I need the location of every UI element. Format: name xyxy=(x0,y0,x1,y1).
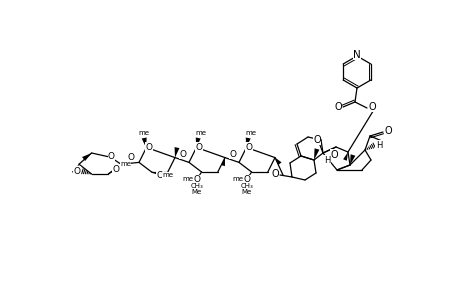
Text: me: me xyxy=(182,176,193,182)
Polygon shape xyxy=(82,153,91,161)
Text: me: me xyxy=(232,176,242,182)
Polygon shape xyxy=(313,148,319,160)
Text: O: O xyxy=(108,152,115,161)
Text: O: O xyxy=(367,102,375,112)
Text: O: O xyxy=(242,176,250,184)
Text: me: me xyxy=(245,130,256,136)
Text: me: me xyxy=(139,130,149,136)
Polygon shape xyxy=(72,164,79,174)
Text: CH₃: CH₃ xyxy=(190,183,202,189)
Text: O: O xyxy=(127,153,134,162)
Text: O: O xyxy=(145,142,152,152)
Text: O: O xyxy=(193,176,200,184)
Text: me: me xyxy=(195,130,206,136)
Polygon shape xyxy=(196,137,200,148)
Text: H: H xyxy=(375,140,381,149)
Text: O: O xyxy=(112,164,120,173)
Text: O: O xyxy=(333,102,341,112)
Text: O: O xyxy=(179,149,186,158)
Text: O: O xyxy=(73,167,80,176)
Text: N: N xyxy=(353,50,360,59)
Text: O: O xyxy=(229,149,236,158)
Polygon shape xyxy=(221,158,224,166)
Polygon shape xyxy=(141,137,146,148)
Text: H: H xyxy=(323,155,330,164)
Text: Me: Me xyxy=(241,189,251,195)
Polygon shape xyxy=(349,154,355,165)
Text: O: O xyxy=(313,134,320,145)
Text: me: me xyxy=(162,172,173,178)
Text: me: me xyxy=(120,161,131,167)
Polygon shape xyxy=(274,158,281,165)
Text: O: O xyxy=(156,170,163,179)
Polygon shape xyxy=(245,137,250,148)
Text: O: O xyxy=(330,149,337,160)
Text: O: O xyxy=(245,142,252,152)
Polygon shape xyxy=(342,152,347,161)
Text: N: N xyxy=(353,50,360,59)
Text: O: O xyxy=(195,142,202,152)
Text: CH₃: CH₃ xyxy=(240,183,252,189)
Polygon shape xyxy=(174,147,179,158)
Text: O: O xyxy=(383,126,391,136)
Text: O: O xyxy=(271,169,278,179)
Text: Me: Me xyxy=(191,189,202,195)
